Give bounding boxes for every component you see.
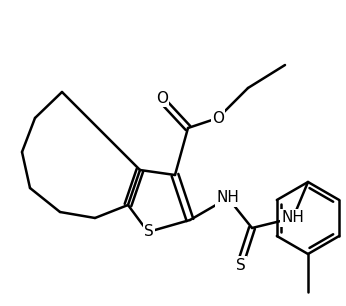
Text: O: O bbox=[156, 91, 168, 106]
Text: NH: NH bbox=[282, 211, 304, 226]
Text: NH: NH bbox=[217, 191, 239, 206]
Text: O: O bbox=[212, 110, 224, 125]
Text: S: S bbox=[236, 258, 246, 273]
Text: S: S bbox=[144, 225, 154, 240]
